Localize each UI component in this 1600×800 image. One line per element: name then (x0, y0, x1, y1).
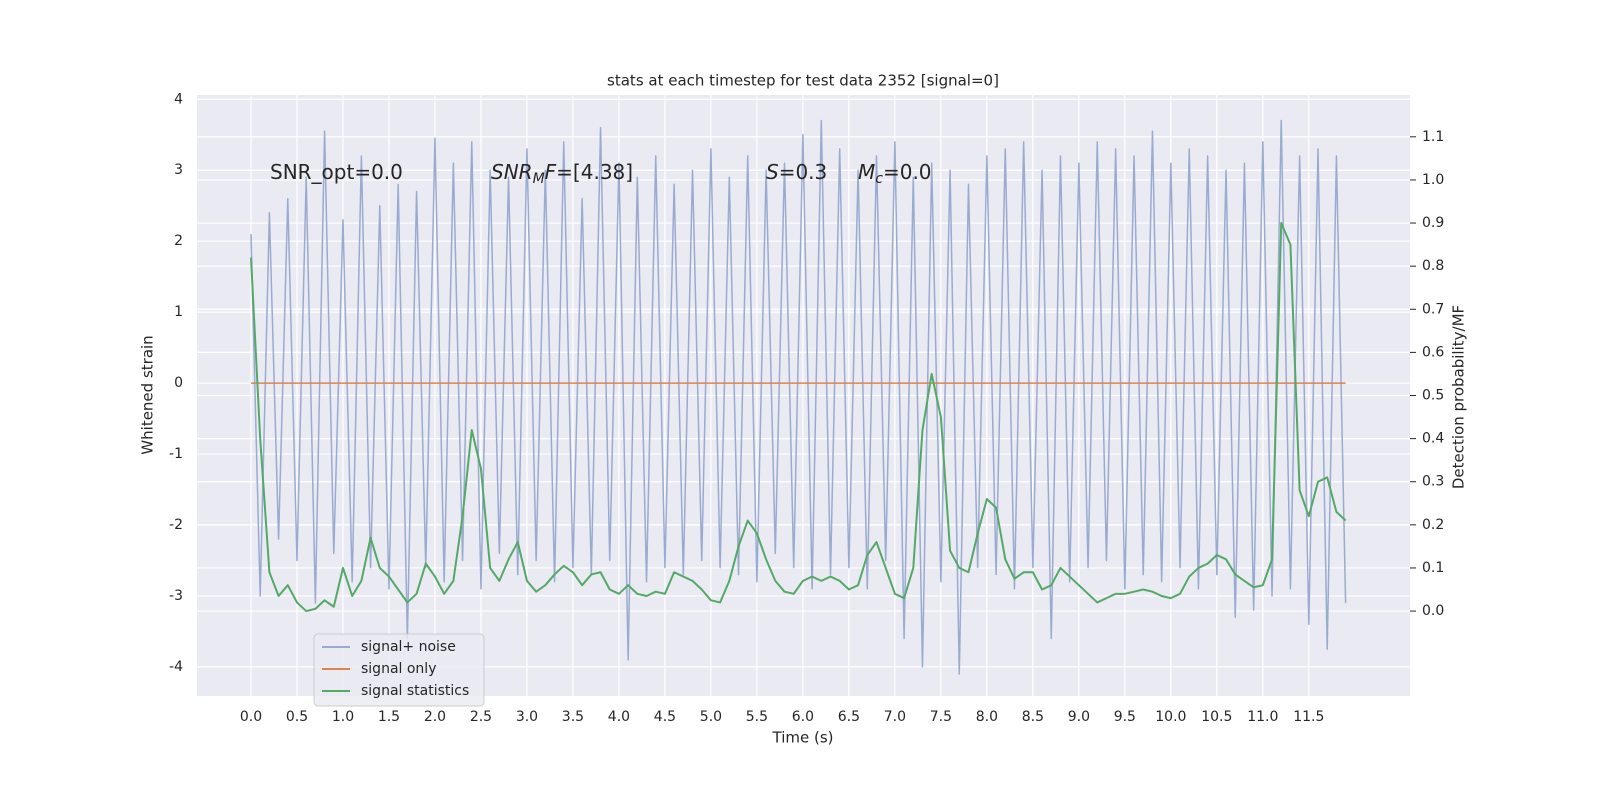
x-tick-label: 7.0 (884, 709, 906, 725)
y2-tick-label: 0.8 (1422, 258, 1444, 274)
x-tick-label: 9.5 (1114, 709, 1136, 725)
x-tick-label: 9.0 (1068, 709, 1090, 725)
y-tick-label: -3 (169, 588, 183, 604)
annotation-part: M (533, 171, 545, 187)
x-tick-label: 11.5 (1293, 709, 1324, 725)
y-axis-label: Whitened strain (139, 335, 157, 454)
y2-axis-label: Detection probability/MF (1450, 305, 1468, 489)
y2-tick-label: 0.3 (1422, 474, 1444, 490)
x-tick-label: 10.0 (1155, 709, 1186, 725)
x-axis-label: Time (s) (772, 729, 834, 747)
x-tick-label: 4.0 (608, 709, 630, 725)
annotation: SNRMF=[4.38] (491, 160, 633, 188)
annotation-part: =0.0 (883, 160, 932, 184)
y-tick-label: 3 (174, 162, 183, 178)
x-tick-label: 6.0 (792, 709, 814, 725)
x-tick-label: 7.5 (930, 709, 952, 725)
y-tick-label: -2 (169, 517, 183, 533)
y-tick-label: -1 (169, 446, 183, 462)
legend-label: signal statistics (361, 683, 469, 699)
series-line (250, 119, 1347, 675)
annotation-part: SNR_opt=0.0 (270, 160, 403, 184)
chart-title: stats at each timestep for test data 235… (607, 72, 999, 90)
legend-label: signal+ noise (361, 639, 456, 655)
y2-tick-label: 0.7 (1422, 301, 1444, 317)
x-tick-label: 2.0 (424, 709, 446, 725)
legend-label: signal only (361, 661, 436, 677)
y2-tick-label: 0.6 (1422, 344, 1444, 360)
y-tick-label: 0 (174, 375, 183, 391)
annotation-part: =0.3 (779, 160, 828, 184)
annotation-part: =[4.38] (556, 160, 633, 184)
y2-tick-label: 1.0 (1422, 172, 1444, 188)
annotation: Mc=0.0 (858, 160, 932, 188)
y2-tick-label: 0.5 (1422, 388, 1444, 404)
annotation-part: SNR (491, 160, 533, 184)
x-tick-label: 5.5 (746, 709, 768, 725)
x-tick-label: 11.0 (1247, 709, 1278, 725)
x-tick-label: 0.0 (240, 709, 262, 725)
y2-tick-label: 0.1 (1422, 560, 1444, 576)
y-tick-label: 4 (174, 91, 183, 107)
annotation-part: M (858, 160, 875, 184)
y2-tick-label: 0.0 (1422, 603, 1444, 619)
x-tick-label: 1.5 (378, 709, 400, 725)
x-tick-label: 3.5 (562, 709, 584, 725)
annotation: SNR_opt=0.0 (270, 160, 403, 184)
x-tick-label: 8.0 (976, 709, 998, 725)
x-tick-label: 6.5 (838, 709, 860, 725)
x-tick-label: 1.0 (332, 709, 354, 725)
x-tick-label: 4.5 (654, 709, 676, 725)
y-tick-label: -4 (169, 659, 183, 675)
y2-tick-label: 0.2 (1422, 517, 1444, 533)
series-line (249, 222, 1347, 613)
y-tick-label: 2 (174, 233, 183, 249)
x-tick-label: 3.0 (516, 709, 538, 725)
annotation-part: F (545, 160, 557, 184)
y2-tick-label: 0.4 (1422, 431, 1444, 447)
legend-box (313, 633, 485, 707)
y-tick-label: 1 (174, 304, 183, 320)
annotation-part: c (875, 171, 883, 187)
x-tick-label: 8.5 (1022, 709, 1044, 725)
y2-tick-label: 1.1 (1422, 129, 1444, 145)
x-tick-label: 2.5 (470, 709, 492, 725)
annotation-part: S (766, 160, 779, 184)
y2-tick-label: 0.9 (1422, 215, 1444, 231)
x-tick-label: 10.5 (1201, 709, 1232, 725)
annotation: S=0.3 (766, 160, 827, 184)
x-tick-label: 0.5 (286, 709, 308, 725)
x-tick-label: 5.0 (700, 709, 722, 725)
